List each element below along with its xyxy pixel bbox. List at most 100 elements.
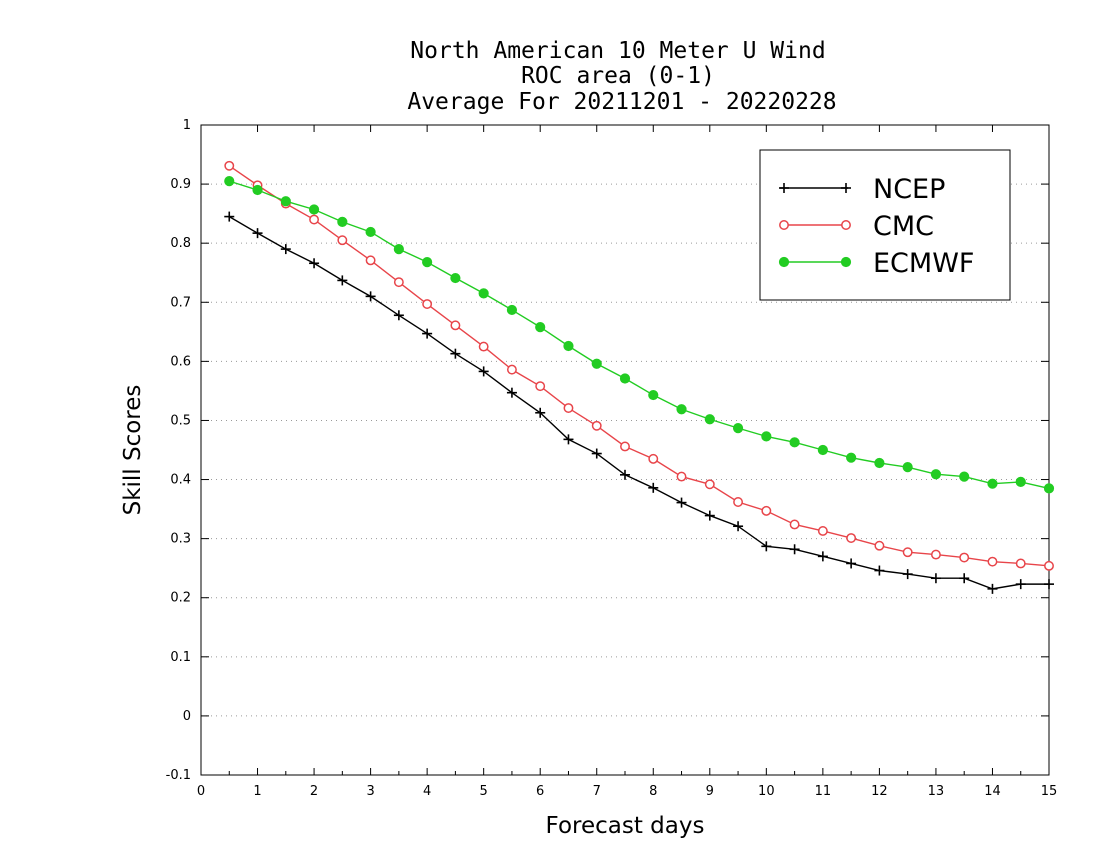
cmc-point bbox=[987, 556, 998, 567]
y-tick-label: 0.6 bbox=[170, 354, 191, 369]
x-tick-label: 6 bbox=[536, 784, 544, 799]
ecmwf-point bbox=[930, 469, 942, 480]
ecmwf-point bbox=[987, 478, 998, 489]
series-cmc bbox=[224, 160, 1054, 571]
title-line-2: ROC area (0-1) bbox=[521, 63, 715, 89]
x-tick-label: 13 bbox=[928, 784, 945, 799]
y-axis-ticks: -0.1 0 0.1 0.2 0.3 0.4 0.5 0.6 0.7 0.8 0.9 1 bbox=[166, 118, 1049, 783]
ncep-point bbox=[591, 448, 602, 459]
cmc-point bbox=[620, 441, 630, 452]
x-tick-label: 12 bbox=[871, 784, 888, 799]
series-layer bbox=[224, 160, 1055, 594]
cmc-point bbox=[309, 214, 320, 225]
ecmwf-point bbox=[563, 340, 574, 352]
y-tick-label: 0 bbox=[183, 709, 191, 724]
ecmwf-point bbox=[450, 272, 461, 284]
chart-title: North American 10 Meter U Wind ROC area … bbox=[407, 38, 836, 115]
x-tick-label: 10 bbox=[758, 784, 775, 799]
ecmwf-point bbox=[959, 471, 970, 482]
ecmwf-point bbox=[1015, 476, 1026, 488]
x-axis-label: Forecast days bbox=[546, 813, 705, 839]
ncep-point bbox=[846, 558, 857, 569]
ecmwf-point bbox=[393, 243, 404, 255]
ecmwf-point bbox=[732, 423, 744, 434]
cmc-point bbox=[478, 341, 489, 352]
ncep-point bbox=[733, 521, 744, 532]
ncep-point bbox=[902, 569, 913, 580]
x-tick-label: 2 bbox=[310, 784, 318, 799]
x-tick-label: 1 bbox=[253, 784, 261, 799]
legend-item-ncep: NCEP bbox=[779, 174, 945, 205]
ncep-point bbox=[224, 211, 235, 222]
legend-cmc-marker-left bbox=[779, 220, 789, 230]
ncep-point bbox=[874, 565, 885, 576]
ecmwf-point bbox=[619, 373, 631, 384]
ncep-point bbox=[280, 244, 291, 255]
legend: NCEP CMC ECMWF bbox=[759, 149, 1011, 301]
ecmwf-point bbox=[337, 216, 348, 228]
cmc-point bbox=[733, 497, 744, 507]
ecmwf-point bbox=[846, 452, 857, 463]
legend-cmc-label: CMC bbox=[873, 211, 934, 242]
cmc-point bbox=[676, 471, 687, 482]
y-tick-label: 0.2 bbox=[170, 591, 191, 606]
y-axis-label: Skill Scores bbox=[120, 385, 146, 516]
cmc-point bbox=[591, 420, 602, 431]
title-line-3: Average For 20211201 - 20220228 bbox=[407, 89, 836, 115]
cmc-point bbox=[789, 519, 800, 530]
y-tick-label: 1 bbox=[183, 118, 191, 133]
cmc-point bbox=[846, 533, 857, 543]
cmc-point bbox=[817, 526, 828, 536]
cmc-point bbox=[1015, 558, 1026, 569]
ncep-point bbox=[1044, 579, 1054, 590]
ncep-point bbox=[959, 573, 970, 584]
y-tick-label: 0.4 bbox=[170, 473, 191, 488]
y-tick-label: 0.3 bbox=[170, 532, 191, 547]
ncep-point bbox=[252, 228, 263, 239]
cmc-point bbox=[422, 299, 433, 309]
y-tick-label: 0.9 bbox=[170, 177, 191, 192]
x-axis-ticks: 0 1 2 3 4 5 6 7 8 9 10 11 12 13 14 15 bbox=[197, 125, 1057, 799]
x-tick-label: 9 bbox=[706, 784, 714, 799]
ncep-point bbox=[789, 544, 800, 555]
cmc-point bbox=[930, 549, 941, 560]
ecmwf-point bbox=[874, 457, 885, 469]
legend-ecmwf-marker-left bbox=[778, 256, 790, 268]
legend-item-ecmwf: ECMWF bbox=[778, 248, 974, 279]
x-tick-label: 8 bbox=[649, 784, 657, 799]
ncep-point bbox=[309, 258, 320, 269]
ncep-point bbox=[648, 482, 659, 493]
x-tick-label: 3 bbox=[366, 784, 374, 799]
ncep-point bbox=[1015, 579, 1026, 590]
y-tick-label: 0.8 bbox=[170, 236, 191, 251]
legend-cmc-marker-right bbox=[841, 220, 851, 230]
ncep-point bbox=[704, 510, 715, 521]
cmc-point bbox=[959, 552, 970, 563]
ecmwf-point bbox=[506, 304, 518, 316]
legend-ncep-marker-right bbox=[841, 183, 851, 193]
x-tick-label: 5 bbox=[480, 784, 488, 799]
title-line-1: North American 10 Meter U Wind bbox=[410, 38, 825, 64]
ncep-point bbox=[337, 275, 348, 286]
ncep-point bbox=[676, 497, 687, 508]
ncep-point bbox=[817, 551, 828, 562]
ecmwf-point bbox=[422, 256, 433, 268]
ecmwf-point bbox=[308, 204, 320, 215]
legend-ecmwf-label: ECMWF bbox=[873, 248, 974, 279]
x-tick-label: 4 bbox=[423, 784, 431, 799]
y-tick-label: -0.1 bbox=[166, 768, 191, 783]
cmc-point bbox=[761, 505, 772, 516]
cmc-point bbox=[563, 403, 574, 413]
ncep-point bbox=[761, 541, 772, 552]
legend-ncep-label: NCEP bbox=[873, 174, 945, 205]
ecmwf-point bbox=[535, 321, 546, 333]
cmc-point bbox=[648, 453, 659, 464]
cmc-point bbox=[1044, 560, 1054, 571]
legend-ecmwf-marker-right bbox=[840, 256, 852, 268]
ecmwf-point bbox=[591, 358, 602, 369]
cmc-point bbox=[224, 160, 235, 171]
cmc-point bbox=[365, 255, 376, 266]
y-tick-label: 0.1 bbox=[170, 650, 191, 665]
ecmwf-point bbox=[1043, 483, 1055, 494]
